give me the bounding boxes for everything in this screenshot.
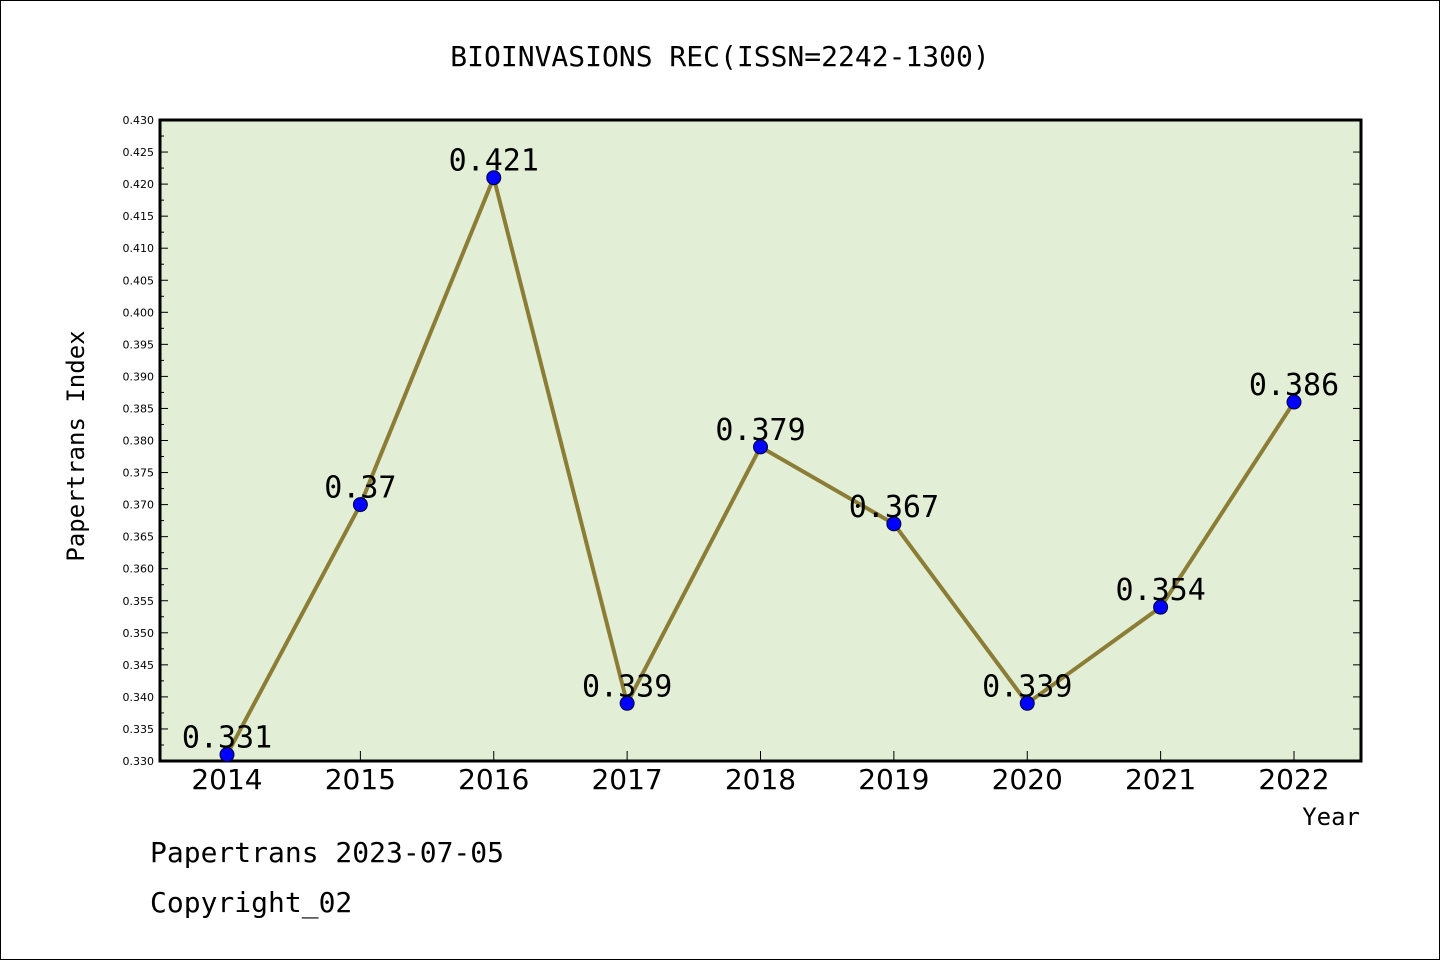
footer-copyright: Copyright_02: [150, 886, 353, 919]
x-tick-label: 2014: [191, 763, 262, 796]
y-tick-label: 0.370: [123, 499, 155, 512]
y-tick-label: 0.350: [123, 627, 155, 640]
y-tick-label: 0.385: [123, 402, 155, 415]
y-tick-label: 0.420: [123, 178, 155, 191]
data-label: 0.367: [849, 490, 939, 525]
y-axis-label: Papertrans Index: [62, 330, 90, 561]
y-tick-label: 0.365: [123, 531, 155, 544]
data-point-marker: [1019, 695, 1035, 711]
data-label: 0.354: [1115, 573, 1205, 608]
y-tick-label: 0.340: [123, 691, 155, 704]
y-tick-label: 0.335: [123, 723, 155, 736]
data-labels: 0.331 0.37 0.421 0.339 0.379 0.367 0.339 0.354 0…: [182, 144, 1339, 756]
y-tick-label: 0.400: [123, 306, 155, 319]
x-tick-label: 2021: [1125, 763, 1196, 796]
y-tick-label: 0.430: [123, 114, 155, 127]
y-tick-label: 0.405: [123, 274, 155, 287]
data-point-marker: [619, 695, 635, 711]
data-label: 0.421: [449, 144, 539, 179]
x-tick-label: 2020: [992, 763, 1063, 796]
x-axis: 2014 2015 2016 2017 2018 2019 2020 2021 2022: [191, 751, 1330, 796]
x-tick-label: 2022: [1258, 763, 1329, 796]
data-markers: [219, 170, 1302, 763]
data-point-marker: [219, 747, 235, 763]
x-tick-label: 2018: [725, 763, 796, 796]
y-tick-label: 0.415: [123, 210, 155, 223]
data-point-marker: [486, 170, 502, 186]
data-point-marker: [1286, 394, 1302, 410]
data-label: 0.339: [982, 669, 1072, 704]
data-label: 0.386: [1249, 368, 1339, 403]
x-tick-label: 2017: [591, 763, 662, 796]
y-tick-label: 0.375: [123, 467, 155, 480]
data-point-marker: [352, 497, 368, 513]
x-tick-label: 2015: [325, 763, 396, 796]
y-tick-label: 0.355: [123, 595, 155, 608]
chart-title: BIOINVASIONS REC(ISSN=2242-1300): [450, 40, 989, 73]
data-label: 0.379: [715, 413, 805, 448]
y-tick-label: 0.345: [123, 659, 155, 672]
x-tick-label: 2019: [858, 763, 929, 796]
data-point-marker: [1153, 599, 1169, 615]
x-tick-label: 2016: [458, 763, 529, 796]
data-point-marker: [753, 439, 768, 455]
y-tick-label: 0.395: [123, 338, 155, 351]
y-tick-label: 0.380: [123, 435, 155, 448]
y-tick-label: 0.330: [123, 755, 155, 768]
y-tick-label: 0.425: [123, 146, 155, 159]
data-point-marker: [886, 516, 902, 532]
data-label: 0.339: [582, 669, 672, 704]
footer-date: Papertrans 2023-07-05: [150, 836, 505, 869]
y-tick-label: 0.410: [123, 242, 155, 255]
y-tick-label: 0.360: [123, 563, 155, 576]
x-axis-label: Year: [1302, 803, 1360, 831]
y-tick-label: 0.390: [123, 370, 155, 383]
y-axis: 0.330 0.335 0.340 0.345 0.350 0.355 0.360 0.365…: [123, 114, 1361, 768]
data-label: 0.331: [182, 721, 272, 756]
data-label: 0.37: [324, 471, 396, 506]
